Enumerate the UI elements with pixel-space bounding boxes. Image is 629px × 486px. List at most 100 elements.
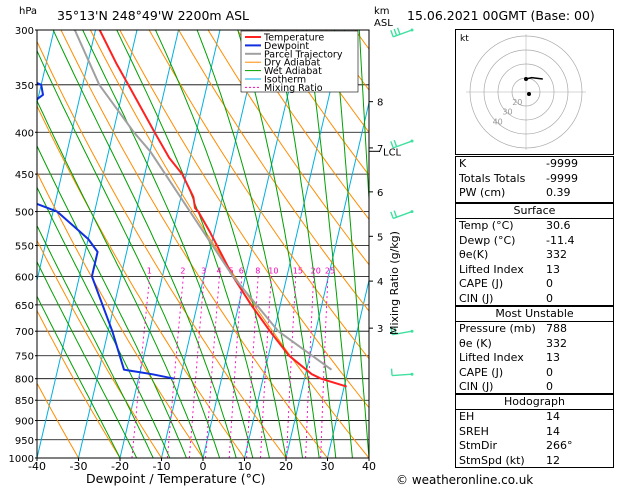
table-row: Temp (°C) 30.6 [456, 219, 613, 234]
row-label: EH [459, 410, 475, 423]
hodograph-trace [525, 76, 543, 80]
row-value: 788 [546, 322, 567, 335]
wind-barb-dot [410, 372, 414, 376]
wind-barb-dot [410, 210, 414, 214]
altitude-tick-label: 7 [377, 144, 383, 155]
row-label: Temp (°C) [459, 219, 514, 232]
hodograph-ring-label: 40 [493, 117, 503, 126]
mixing-ratio-line [188, 276, 205, 458]
pressure-tick-label: 650 [15, 301, 34, 312]
row-value: 30.6 [546, 219, 571, 232]
row-value: -11.4 [546, 233, 575, 247]
table-row: Totals Totals -9999 [456, 172, 613, 187]
series-temperature [98, 30, 347, 388]
row-value: 0.39 [546, 186, 571, 199]
row-label: Lifted Index [459, 262, 524, 276]
altitude-tick-label: 6 [377, 188, 383, 199]
pressure-tick-label: 550 [15, 241, 34, 252]
indices-panel: K -9999 Totals Totals -9999 PW (cm) 0.39 [455, 156, 614, 203]
altitude-unit-km: km [374, 6, 390, 17]
row-value: 0 [546, 277, 553, 290]
most-unstable-panel: Most Unstable Pressure (mb) 788 θe (K) 332 L… [455, 306, 614, 394]
mixing-ratio-line [286, 276, 297, 458]
dry-adiabat [37, 382, 79, 458]
wind-barb [390, 368, 414, 377]
hodograph-ring-label: 20 [512, 98, 522, 107]
wet-adiabat [334, 30, 369, 458]
wet-adiabat [196, 30, 304, 458]
wet-adiabat [37, 295, 121, 458]
table-row: θe (K) 332 [456, 337, 613, 352]
table-row: PW (cm) 0.39 [456, 186, 613, 201]
isotherm [244, 30, 345, 458]
isotherm [327, 278, 369, 458]
row-label: Totals Totals [459, 171, 526, 185]
row-label: θe (K) [459, 336, 492, 350]
x-axis-title: Dewpoint / Temperature (°C) [86, 471, 265, 486]
legend-label: Dry Adiabat [264, 58, 321, 69]
dry-adiabat [119, 30, 369, 409]
wet-adiabat [274, 30, 337, 458]
surface-panel: Surface Temp (°C) 30.6 Dewp (°C) -11.4 θe(K)… [455, 203, 614, 306]
table-row: CAPE (J) 0 [456, 277, 613, 292]
datetime-title: 15.06.2021 00GMT (Base: 00) [407, 8, 595, 23]
row-value: 13 [546, 351, 560, 364]
table-row: StmSpd (kt) 12 [456, 454, 613, 469]
pressure-tick-label: 450 [15, 170, 34, 181]
x-tick-label: -10 [153, 460, 171, 473]
row-value: 0 [546, 291, 553, 305]
storm-motion-marker [527, 92, 531, 96]
wet-adiabat [52, 30, 237, 458]
x-tick-label: 40 [362, 460, 376, 473]
mixing-ratio-label: 3 [201, 266, 206, 275]
hodograph-table-panel: Hodograph EH 14 SREH 14 StmDir 266° StmSpd (kt… [455, 394, 614, 468]
wind-barb-dot [410, 139, 414, 143]
table-row: Lifted Index 13 [456, 263, 613, 278]
row-label: StmSpd (kt) [459, 453, 525, 467]
mixing-ratio-axis-title: Mixing Ratio (g/kg) [388, 231, 401, 335]
isotherm [0, 30, 13, 458]
surface-title: Surface [513, 204, 556, 217]
isotherm [78, 30, 179, 458]
row-label: CAPE (J) [459, 365, 504, 379]
mixing-ratio-label: 6 [239, 266, 244, 275]
row-label: CAPE (J) [459, 277, 504, 290]
wet-adiabat [37, 260, 138, 458]
altitude-tick-label: 3 [377, 324, 383, 335]
wet-adiabat [37, 49, 221, 458]
wind-barb-flag [393, 210, 398, 218]
wind-barbs [390, 27, 414, 377]
mixing-ratio-line [131, 276, 151, 458]
altitude-tick-label: 5 [377, 232, 383, 243]
isotherm [202, 30, 304, 458]
table-row: Lifted Index 13 [456, 351, 613, 366]
dry-adiabat [178, 30, 369, 312]
row-label: CIN (J) [459, 380, 494, 393]
altitude-tick-label: 8 [377, 98, 383, 109]
legend-label: Wet Adiabat [264, 66, 322, 77]
dry-adiabat [37, 171, 204, 458]
row-label: CIN (J) [459, 291, 494, 305]
pressure-tick-label: 700 [15, 327, 34, 338]
lcl-label: LCL [383, 147, 402, 158]
row-value: 266° [546, 439, 573, 452]
wind-barb-shaft [391, 373, 413, 377]
row-value: -9999 [546, 157, 578, 170]
pressure-tick-label: 400 [15, 128, 34, 139]
table-row: CIN (J) 0 [456, 380, 613, 395]
dry-adiabat [60, 30, 328, 458]
table-row: K -9999 [456, 157, 613, 172]
row-value: 12 [546, 453, 560, 467]
series-parcel-trajectory [73, 30, 333, 371]
legend-label: Dewpoint [264, 41, 309, 52]
series-dewpoint [37, 81, 175, 380]
row-value: 13 [546, 262, 560, 276]
mixing-ratio-label: 20 [311, 266, 321, 275]
location-title: 35°13'N 248°49'W 2200m ASL [57, 8, 249, 23]
mixing-ratio-label: 10 [268, 266, 278, 275]
dry-adiabat [37, 309, 121, 458]
table-row: StmDir 266° [456, 439, 613, 454]
dry-adiabat [148, 30, 369, 360]
wet-adiabat [37, 99, 204, 458]
